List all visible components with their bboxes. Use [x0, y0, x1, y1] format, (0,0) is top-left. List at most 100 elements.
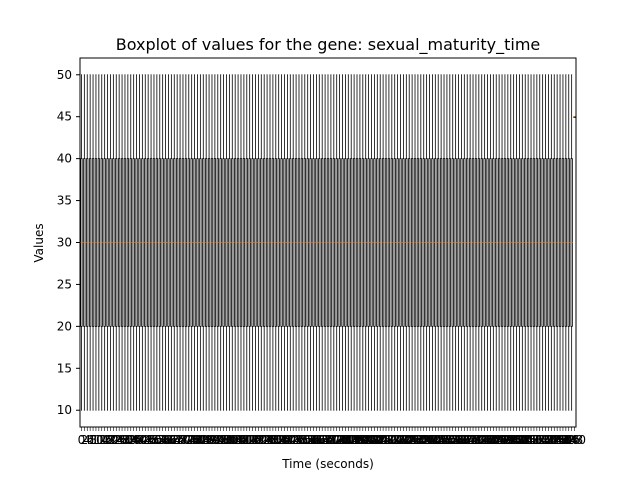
- x-tick-label: 116: [238, 433, 261, 447]
- x-tick-label: 232: [406, 433, 429, 447]
- x-tick-label: 286: [485, 433, 508, 447]
- y-tick-label: 15: [57, 361, 72, 375]
- x-tick-label: 92: [207, 433, 222, 447]
- x-tick-label: 290: [491, 433, 514, 447]
- x-tick-label: 268: [459, 433, 482, 447]
- x-tick-label: 322: [537, 433, 560, 447]
- x-tick-label: 328: [546, 433, 569, 447]
- x-tick-label: 338: [560, 433, 583, 447]
- x-tick-label: 208: [372, 433, 395, 447]
- x-tick-label: 324: [540, 433, 563, 447]
- x-tick-label: 288: [488, 433, 511, 447]
- x-tick-label: 176: [325, 433, 348, 447]
- x-tick-label: 304: [511, 433, 534, 447]
- x-tick-label: 184: [337, 433, 360, 447]
- x-tick-label: 252: [435, 433, 458, 447]
- x-tick-label: 196: [354, 433, 377, 447]
- x-tick-label: 312: [522, 433, 545, 447]
- x-tick-label: 56: [155, 433, 170, 447]
- x-tick-label: 280: [476, 433, 499, 447]
- x-tick-label: 294: [496, 433, 519, 447]
- x-tick-label: 114: [235, 433, 258, 447]
- x-tick-label: 278: [473, 433, 496, 447]
- x-tick-label: 78: [187, 433, 202, 447]
- x-tick-label: 210: [375, 433, 398, 447]
- x-tick-label: 270: [462, 433, 485, 447]
- x-tick-label: 142: [276, 433, 299, 447]
- y-tick-label: 30: [57, 236, 72, 250]
- x-tick-label: 172: [319, 433, 342, 447]
- x-tick-label: 326: [543, 433, 566, 447]
- x-tick-label: 234: [409, 433, 432, 447]
- x-tick-label: 52: [149, 433, 164, 447]
- x-tick-label: 230: [404, 433, 427, 447]
- x-tick-label: 8: [89, 433, 97, 447]
- x-tick-label: 190: [346, 433, 369, 447]
- x-tick-label: 300: [505, 433, 528, 447]
- x-tick-label: 98: [216, 433, 231, 447]
- x-tick-label: 330: [549, 433, 572, 447]
- x-tick-label: 220: [389, 433, 412, 447]
- x-tick-label: 264: [453, 433, 476, 447]
- x-tick-label: 318: [531, 433, 554, 447]
- x-tick-label: 22: [106, 433, 121, 447]
- y-tick-label: 10: [57, 403, 72, 417]
- x-tick-label: 112: [232, 433, 255, 447]
- x-tick-label: 88: [201, 433, 216, 447]
- x-tick-label: 204: [366, 433, 389, 447]
- x-tick-label: 132: [261, 433, 284, 447]
- x-tick-label: 334: [554, 433, 577, 447]
- x-tick-label: 262: [450, 433, 473, 447]
- x-tick-label: 136: [267, 433, 290, 447]
- x-tick-label: 32: [120, 433, 135, 447]
- x-tick-label: 282: [479, 433, 502, 447]
- x-tick-label: 248: [430, 433, 453, 447]
- x-tick-label: 206: [369, 433, 392, 447]
- x-tick-label: 102: [218, 433, 241, 447]
- x-tick-label: 26: [112, 433, 127, 447]
- x-tick-label: 242: [421, 433, 444, 447]
- x-tick-label: 100: [215, 433, 238, 447]
- x-tick-label: 174: [322, 433, 345, 447]
- x-tick-label: 12: [91, 433, 106, 447]
- x-tick-label: 40: [132, 433, 147, 447]
- x-tick-label: 28: [114, 433, 129, 447]
- x-tick-label: 48: [143, 433, 158, 447]
- x-tick-label: 144: [279, 433, 302, 447]
- y-tick-label: 35: [57, 194, 72, 208]
- y-tick-label: 45: [57, 110, 72, 124]
- x-tick-label: 314: [525, 433, 548, 447]
- x-tick-label: 4: [83, 433, 91, 447]
- x-tick-label: 298: [502, 433, 525, 447]
- x-tick-label: 266: [456, 433, 479, 447]
- x-tick-label: 66: [170, 433, 185, 447]
- x-tick-label: 296: [499, 433, 522, 447]
- x-tick-label: 310: [520, 433, 543, 447]
- x-tick-label: 10: [88, 433, 103, 447]
- x-tick-label: 24: [109, 433, 124, 447]
- x-tick-label: 320: [534, 433, 557, 447]
- x-tick-label: 0: [78, 433, 86, 447]
- x-tick-label: 274: [467, 433, 490, 447]
- x-tick-label: 58: [158, 433, 173, 447]
- x-tick-label: 224: [395, 433, 418, 447]
- x-tick-label: 34: [123, 433, 138, 447]
- x-tick-label: 20: [103, 433, 118, 447]
- x-tick-label: 68: [172, 433, 187, 447]
- x-tick-label: 154: [293, 433, 316, 447]
- x-tick-label: 148: [285, 433, 308, 447]
- x-tick-label: 64: [167, 433, 182, 447]
- x-tick-label: 222: [392, 433, 415, 447]
- x-tick-label: 130: [259, 433, 282, 447]
- x-tick-label: 46: [141, 433, 156, 447]
- x-tick-label: 238: [415, 433, 438, 447]
- x-tick-label: 16: [97, 433, 112, 447]
- x-tick-label: 306: [514, 433, 537, 447]
- x-tick-label: 212: [377, 433, 400, 447]
- x-tick-label: 72: [178, 433, 193, 447]
- x-tick-label: 104: [221, 433, 244, 447]
- x-tick-label: 38: [129, 433, 144, 447]
- x-tick-label: 244: [424, 433, 447, 447]
- x-tick-label: 90: [204, 433, 219, 447]
